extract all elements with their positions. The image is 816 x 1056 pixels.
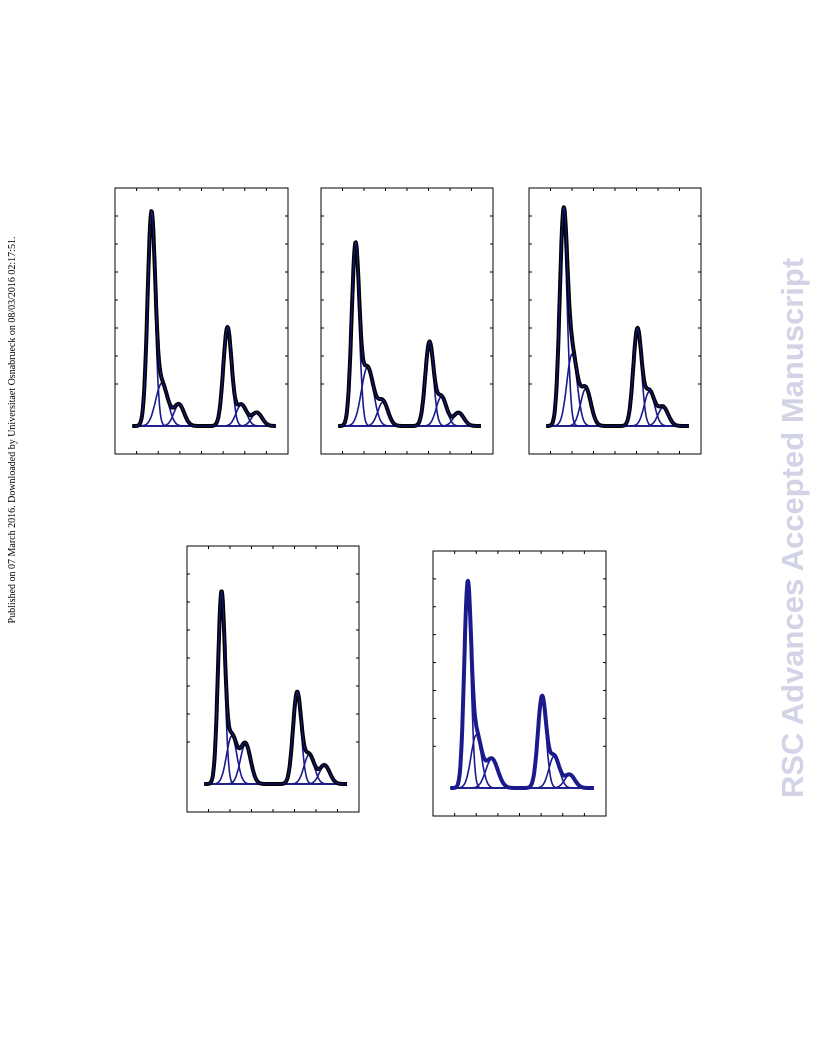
envelope-line — [450, 579, 594, 789]
watermark: RSC Advances Accepted Manuscript — [775, 258, 810, 798]
envelope-line — [132, 209, 276, 427]
envelope-line — [204, 591, 347, 785]
side-note: Published on 07 March 2016. Downloaded b… — [7, 237, 18, 624]
component-peak — [450, 758, 594, 789]
component-peak — [204, 735, 347, 785]
envelope-line — [338, 241, 481, 427]
fit-curve — [202, 589, 349, 786]
component-peak — [450, 755, 594, 789]
component-peak — [546, 387, 689, 427]
figure — [114, 187, 702, 817]
fit-curve — [448, 578, 596, 790]
component-peak — [338, 366, 481, 427]
component-peak — [132, 382, 276, 427]
component-peak — [450, 734, 594, 789]
envelope-line — [546, 205, 689, 427]
